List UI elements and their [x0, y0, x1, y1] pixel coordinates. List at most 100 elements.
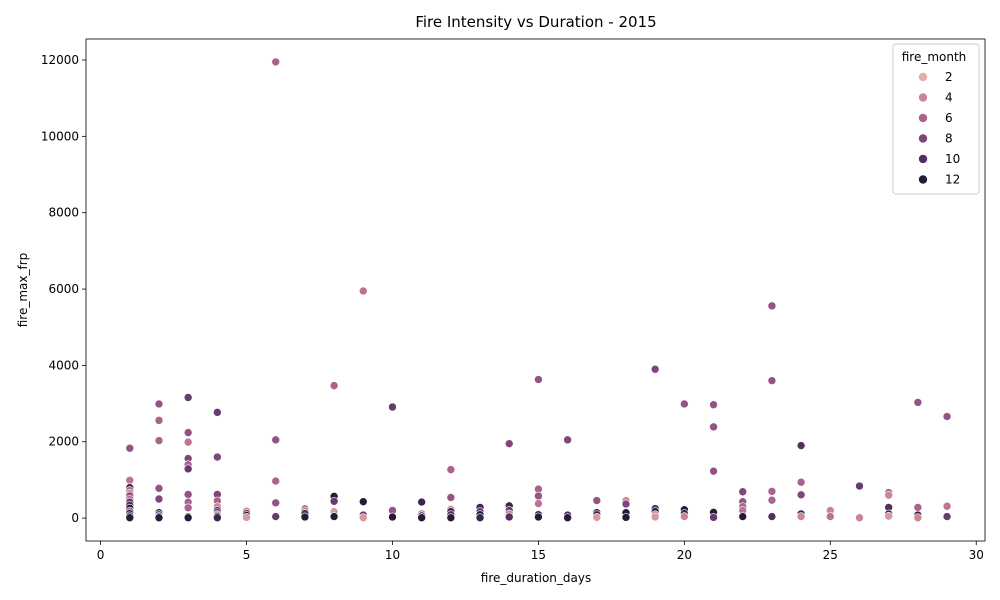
- data-point: [884, 511, 893, 521]
- data-point: [504, 512, 514, 522]
- legend-label: 6: [945, 111, 953, 125]
- data-point: [534, 491, 543, 501]
- data-point: [855, 513, 864, 523]
- data-point: [154, 399, 164, 409]
- data-point: [767, 512, 777, 521]
- data-point: [738, 487, 748, 497]
- data-point: [300, 512, 310, 522]
- data-point: [650, 364, 660, 374]
- x-tick-label: 15: [531, 548, 546, 562]
- legend-marker: [918, 154, 928, 164]
- data-point: [271, 435, 281, 445]
- data-point: [213, 513, 222, 523]
- legend-label: 2: [945, 70, 953, 84]
- data-point: [504, 439, 514, 448]
- y-axis-ticks: 0 2000 4000 6000 8000 10000 12000: [41, 53, 86, 525]
- legend: fire_month 2 4 6 8 10 12: [892, 43, 980, 195]
- data-point: [884, 490, 893, 500]
- x-axis-ticks: 0 5 10 15 20 25 30: [97, 541, 984, 562]
- data-point: [183, 393, 193, 402]
- legend-marker: [918, 174, 928, 185]
- legend-label: 10: [945, 152, 960, 166]
- data-point: [213, 408, 222, 417]
- y-tick-label: 10000: [41, 129, 79, 143]
- legend-box: [892, 43, 980, 195]
- data-point: [154, 494, 164, 504]
- legend-marker: [918, 113, 928, 123]
- data-point: [242, 513, 251, 522]
- data-point: [271, 57, 281, 67]
- data-point: [358, 286, 368, 296]
- x-tick-label: 10: [385, 548, 400, 562]
- data-point: [767, 301, 777, 311]
- y-tick-label: 0: [71, 511, 79, 525]
- data-point: [271, 476, 281, 486]
- data-point: [154, 513, 164, 523]
- data-point: [767, 495, 777, 505]
- data-point: [154, 484, 164, 493]
- data-point: [125, 513, 135, 523]
- data-point: [796, 512, 806, 521]
- data-point: [183, 464, 193, 474]
- data-point: [271, 498, 281, 508]
- legend-label: 12: [945, 173, 960, 187]
- x-axis-label: fire_duration_days: [481, 571, 591, 585]
- data-point: [796, 441, 806, 450]
- legend-marker: [918, 72, 928, 82]
- data-point: [358, 513, 368, 523]
- data-point: [417, 513, 426, 523]
- data-point: [388, 402, 397, 412]
- data-point: [446, 513, 456, 523]
- data-point: [125, 443, 135, 453]
- data-point: [329, 512, 339, 521]
- data-point: [855, 481, 864, 491]
- data-point: [621, 499, 631, 509]
- data-point: [592, 496, 602, 505]
- data-point: [767, 376, 777, 385]
- data-point: [154, 416, 164, 425]
- x-tick-label: 25: [823, 548, 838, 562]
- data-point: [826, 512, 835, 521]
- y-tick-label: 6000: [48, 282, 79, 296]
- data-point: [534, 512, 543, 522]
- y-axis-label: fire_max_frp: [16, 253, 30, 328]
- data-point: [563, 513, 572, 523]
- data-point: [767, 487, 777, 496]
- y-tick-label: 12000: [41, 53, 79, 67]
- data-point: [913, 503, 923, 512]
- data-point: [183, 428, 193, 437]
- legend-label: 4: [945, 91, 953, 105]
- y-tick-label: 8000: [48, 206, 79, 220]
- legend-entries: 2 4 6 8 10 12: [918, 70, 960, 187]
- data-point: [446, 465, 456, 474]
- data-point: [913, 398, 923, 407]
- data-point: [592, 513, 602, 522]
- data-point: [563, 435, 572, 445]
- data-point: [942, 412, 952, 421]
- x-tick-label: 0: [97, 548, 105, 562]
- data-point: [942, 512, 952, 521]
- data-point: [183, 437, 193, 447]
- data-point: [183, 490, 193, 499]
- data-point: [709, 513, 718, 522]
- data-point: [446, 493, 456, 502]
- x-tick-label: 30: [969, 548, 984, 562]
- plot-frame: [85, 38, 986, 542]
- data-point: [475, 513, 485, 523]
- legend-marker: [918, 133, 928, 144]
- data-point: [709, 400, 718, 410]
- data-point: [738, 512, 748, 521]
- data-point: [271, 512, 281, 521]
- chart-title: Fire Intensity vs Duration - 2015: [415, 13, 656, 31]
- data-point: [417, 497, 426, 507]
- data-point: [213, 452, 222, 462]
- data-point: [796, 477, 806, 487]
- data-point: [154, 436, 164, 445]
- legend-marker: [918, 92, 928, 103]
- data-point: [534, 375, 543, 384]
- data-point: [680, 399, 689, 409]
- data-point: [534, 499, 543, 508]
- y-tick-label: 2000: [48, 435, 79, 449]
- data-point: [329, 381, 339, 390]
